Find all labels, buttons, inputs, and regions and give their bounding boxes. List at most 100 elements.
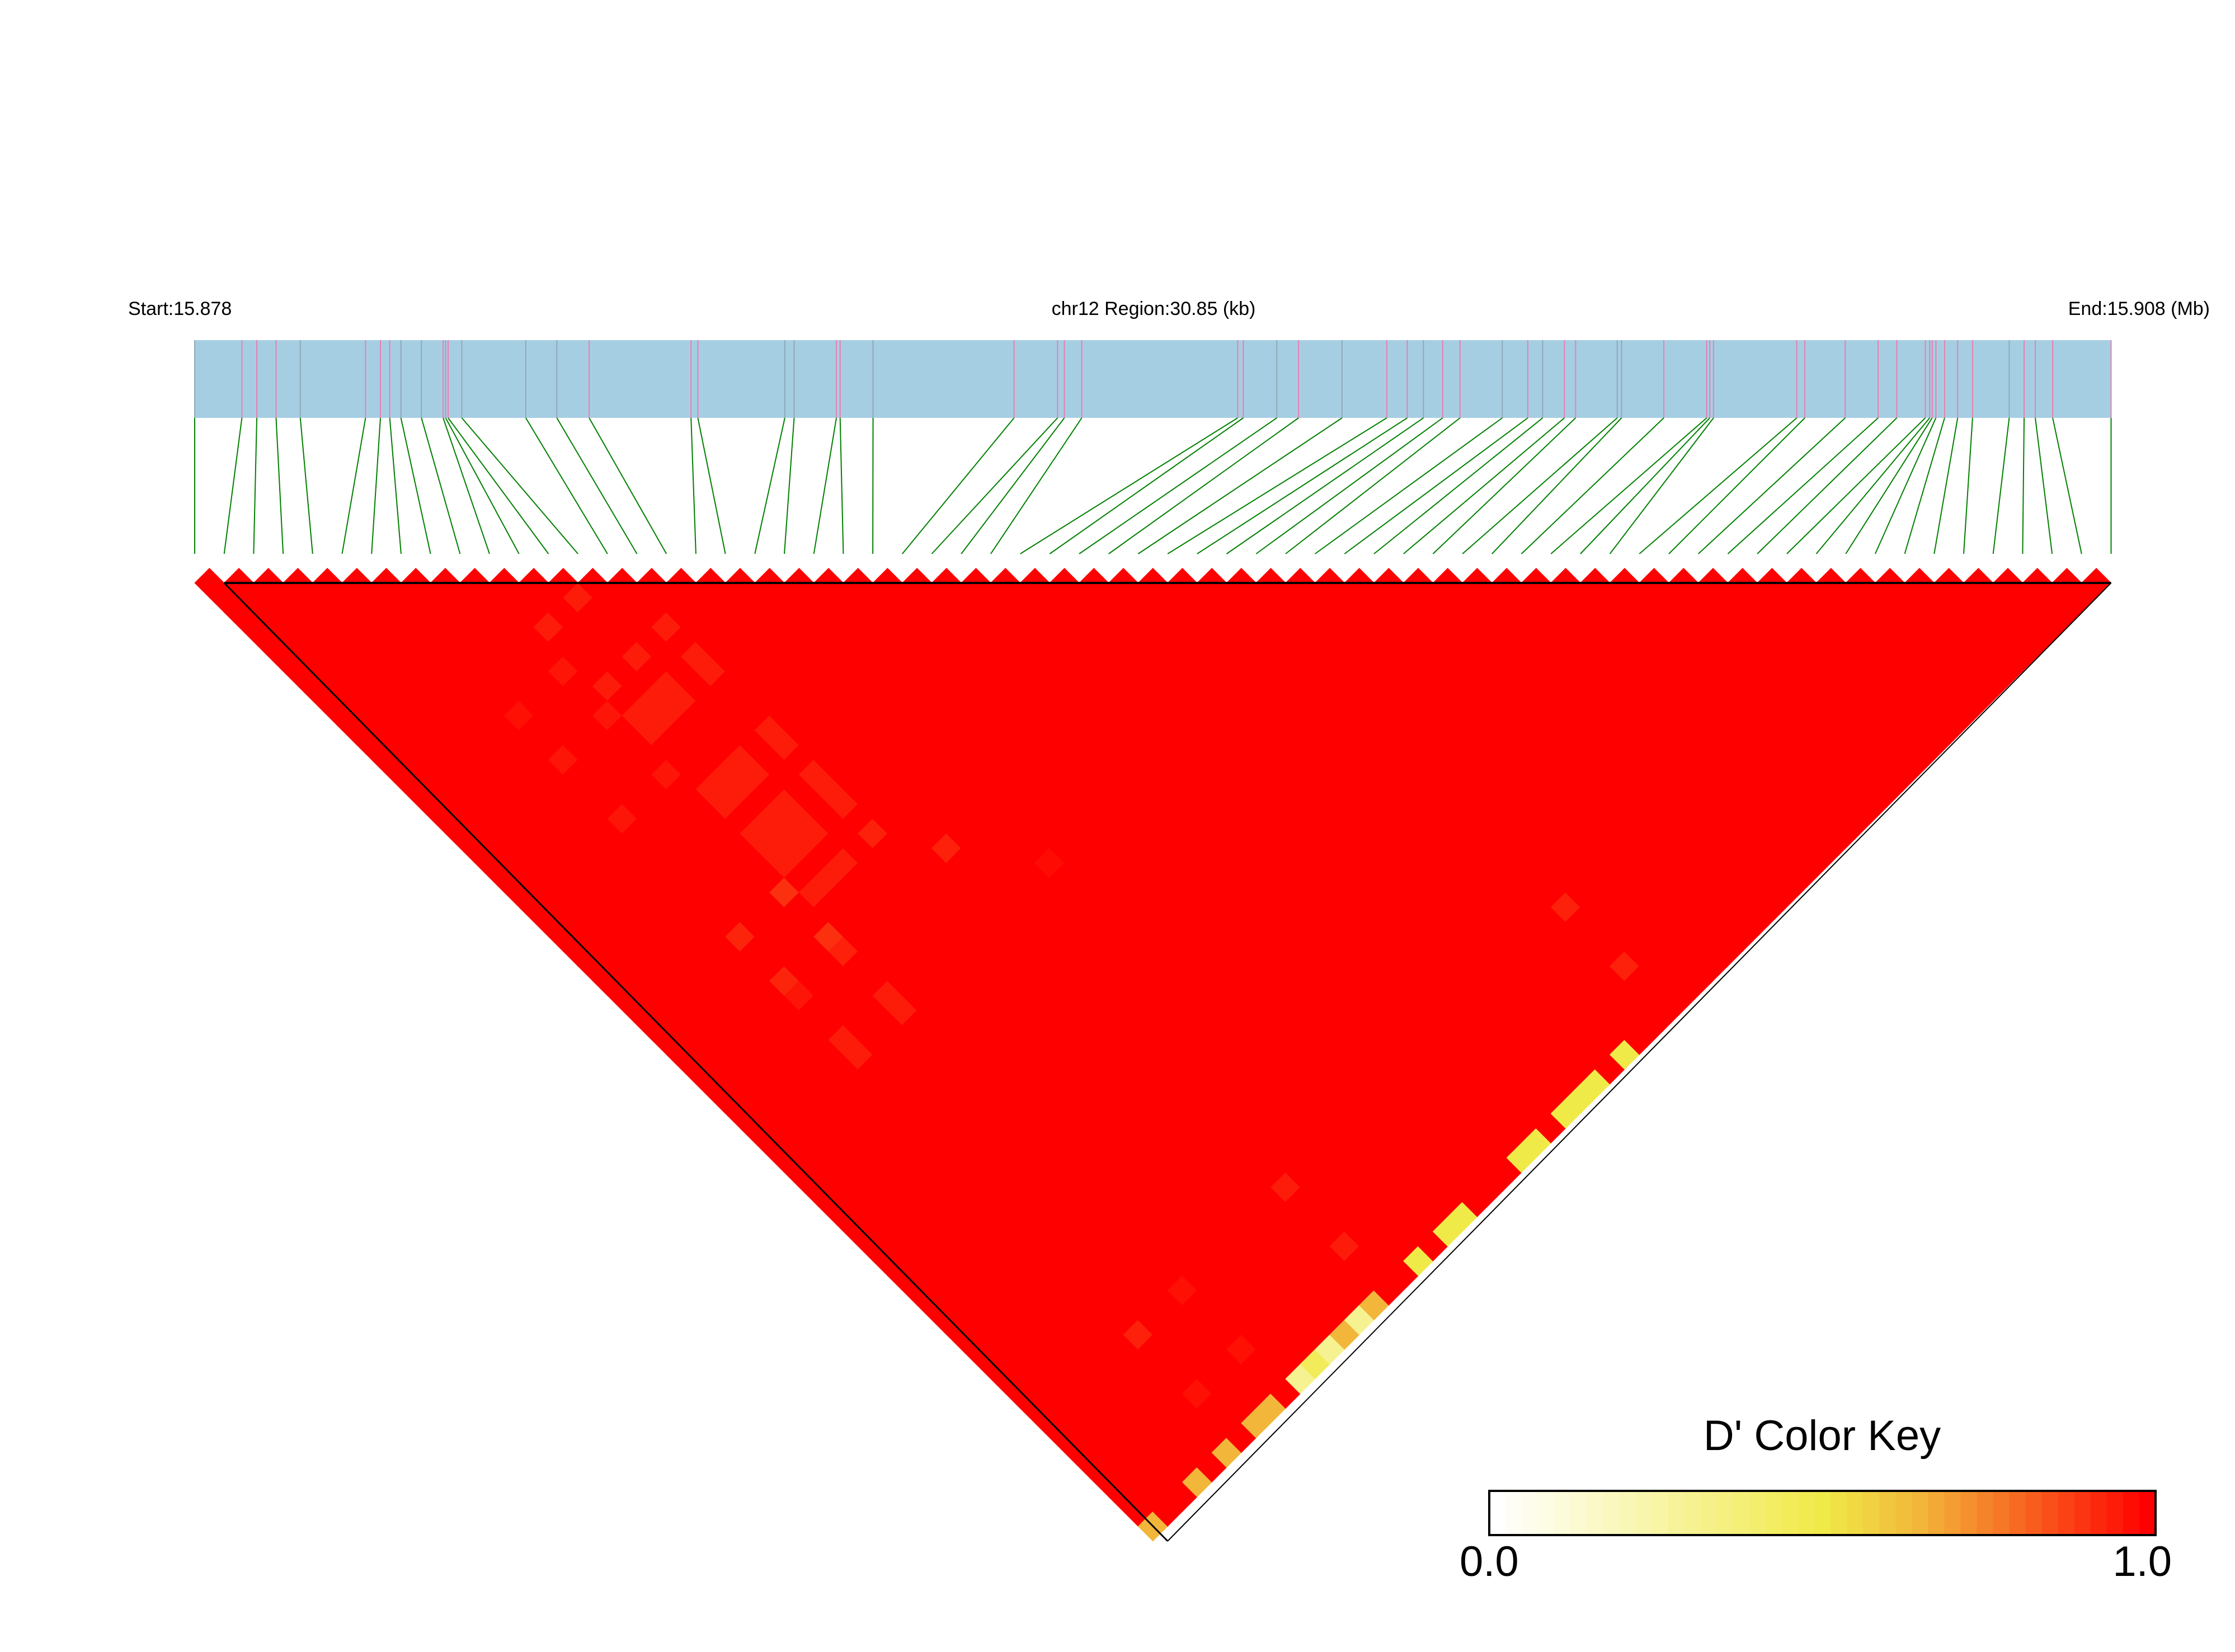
ld-cell bbox=[872, 715, 903, 746]
snp-connector-line bbox=[1137, 417, 1343, 554]
ld-cell bbox=[798, 1113, 829, 1143]
ld-cell bbox=[1654, 907, 1684, 937]
ld-cell bbox=[1344, 1305, 1375, 1335]
ld-cell bbox=[489, 656, 520, 687]
ld-cell bbox=[1005, 1024, 1036, 1055]
ld-cell bbox=[1432, 774, 1463, 804]
ld-cell bbox=[651, 995, 682, 1026]
ld-cell bbox=[858, 729, 888, 760]
ld-cell bbox=[1285, 863, 1316, 893]
color-key-bin bbox=[2025, 1491, 2043, 1535]
ld-cell bbox=[784, 715, 815, 746]
ld-cell bbox=[430, 656, 460, 687]
ld-cell bbox=[519, 863, 549, 893]
snp-connector-line bbox=[299, 417, 313, 554]
snp-connector-line bbox=[1815, 417, 1931, 554]
ld-cell bbox=[1137, 1039, 1168, 1070]
ld-cell bbox=[1079, 863, 1109, 893]
ld-cell bbox=[489, 715, 520, 746]
ld-cell bbox=[798, 877, 829, 908]
ld-cell bbox=[1211, 907, 1242, 937]
ld-cell bbox=[651, 641, 682, 672]
ld-cell bbox=[1506, 818, 1537, 849]
ld-cell bbox=[1654, 759, 1684, 790]
ld-cell bbox=[784, 774, 815, 804]
ld-cell bbox=[946, 818, 977, 849]
ld-cell bbox=[1005, 877, 1036, 908]
ld-cell bbox=[1197, 1305, 1227, 1335]
ld-cell bbox=[1801, 789, 1832, 820]
ld-cell bbox=[858, 612, 888, 642]
ld-cell bbox=[1359, 582, 1389, 613]
ld-cell bbox=[1285, 1010, 1316, 1041]
ld-cell bbox=[872, 1157, 903, 1188]
ld-cell bbox=[651, 818, 682, 849]
region-label: chr12 Region:30.85 (kb) bbox=[1052, 298, 1256, 319]
color-key-bin bbox=[1960, 1491, 1978, 1535]
ld-cell bbox=[1580, 1069, 1611, 1099]
snp-connector-line bbox=[1698, 417, 1846, 554]
ld-cell bbox=[946, 1231, 977, 1262]
ld-cell bbox=[725, 627, 755, 657]
ld-cell bbox=[1079, 980, 1109, 1011]
ld-cell bbox=[931, 951, 962, 982]
region-bar bbox=[194, 340, 2112, 418]
ld-cell bbox=[636, 863, 667, 893]
ld-cell bbox=[489, 833, 520, 864]
ld-cell bbox=[577, 745, 608, 775]
snp-connector-line bbox=[445, 417, 520, 554]
ld-cell bbox=[430, 685, 460, 716]
ld-cell bbox=[519, 656, 549, 687]
ld-cell bbox=[946, 1054, 977, 1085]
ld-cell bbox=[1359, 759, 1389, 790]
ld-cell bbox=[1727, 863, 1758, 893]
ld-cell bbox=[1580, 803, 1611, 834]
outline-left-line bbox=[223, 582, 1169, 1542]
ld-cell bbox=[577, 685, 608, 716]
color-key-bin bbox=[2139, 1491, 2156, 1535]
ld-cell bbox=[1197, 1452, 1227, 1482]
snp-connector-line bbox=[1255, 417, 1443, 554]
ld-cell bbox=[872, 597, 903, 628]
ld-cell bbox=[1211, 789, 1242, 820]
ld-cell bbox=[725, 656, 755, 687]
ld-cell bbox=[489, 597, 520, 628]
ld-cell bbox=[341, 685, 372, 716]
ld-cell bbox=[415, 582, 446, 613]
ld-cell bbox=[636, 597, 667, 628]
ld-cell bbox=[798, 641, 829, 672]
ld-cell bbox=[784, 745, 815, 775]
ld-cell bbox=[577, 715, 608, 746]
ld-cell bbox=[1949, 700, 1979, 731]
ld-cell bbox=[1093, 995, 1124, 1026]
ld-cell bbox=[1432, 1039, 1463, 1070]
ld-cell bbox=[1875, 627, 1905, 657]
snp-connector-line bbox=[813, 417, 837, 554]
ld-cell bbox=[858, 1231, 888, 1262]
ld-cell bbox=[1020, 1305, 1050, 1335]
ld-cell bbox=[651, 848, 682, 878]
ld-cell bbox=[371, 715, 402, 746]
ld-cell bbox=[1020, 803, 1050, 834]
ld-cell bbox=[1359, 789, 1389, 820]
ld-cell bbox=[519, 803, 549, 834]
ld-cell bbox=[1432, 745, 1463, 775]
ld-cell bbox=[725, 745, 755, 775]
ld-cell bbox=[784, 627, 815, 657]
ld-cell bbox=[1580, 951, 1611, 982]
snp-connector-line bbox=[253, 417, 258, 554]
ld-cell bbox=[1432, 715, 1463, 746]
ld-cell bbox=[1211, 936, 1242, 967]
ld-cell bbox=[784, 1039, 815, 1070]
ld-cell bbox=[1654, 641, 1684, 672]
ld-cell bbox=[1211, 818, 1242, 849]
ld-cell bbox=[1875, 685, 1905, 716]
ld-cell bbox=[651, 612, 682, 642]
ld-cell bbox=[784, 1157, 815, 1188]
ld-cell bbox=[1005, 1054, 1036, 1085]
color-key-frame bbox=[1488, 1490, 2157, 1536]
ld-cell bbox=[1093, 1024, 1124, 1055]
ld-cell bbox=[651, 700, 682, 731]
ld-cell bbox=[1079, 833, 1109, 864]
ld-cell bbox=[651, 671, 682, 702]
